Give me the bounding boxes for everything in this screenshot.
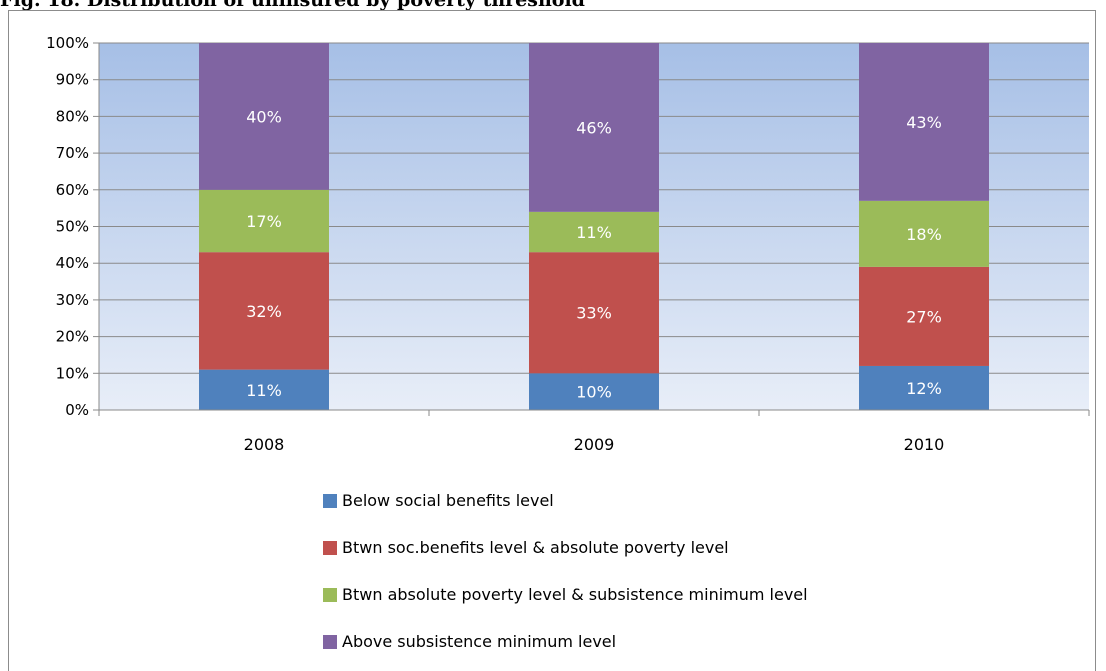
x-tick-label: 2008 bbox=[244, 435, 285, 454]
legend-item-absolute-poverty-to-subsistence-minimum: Btwn absolute poverty level & subsistenc… bbox=[323, 585, 808, 604]
chart-svg: 0% 10% 20% 30% 40% 50% 60% 70% 80% 90% 100% 2008 200… bbox=[46, 34, 1090, 454]
legend-item-soc-benefits-to-absolute-poverty: Btwn soc.benefits level & absolute pover… bbox=[323, 538, 729, 557]
y-tick-label: 70% bbox=[56, 144, 89, 162]
y-tick-label: 30% bbox=[56, 291, 89, 309]
figure-title: Fig. 18. Distribution of uninsured by po… bbox=[0, 0, 585, 11]
y-tick-label: 80% bbox=[56, 107, 89, 125]
data-label: 43% bbox=[906, 113, 942, 132]
bar-segment bbox=[859, 43, 989, 201]
bar-segment bbox=[529, 373, 659, 410]
data-label: 27% bbox=[906, 307, 942, 326]
legend-item-above-subsistence-minimum: Above subsistence minimum level bbox=[323, 632, 616, 651]
bar-segment bbox=[859, 365, 989, 410]
data-label: 40% bbox=[246, 107, 282, 126]
data-label: 18% bbox=[906, 225, 942, 244]
y-tick-label: 60% bbox=[56, 181, 89, 199]
data-label: 10% bbox=[576, 383, 612, 402]
bar-segment bbox=[859, 266, 989, 366]
legend-item-below-social-benefits: Below social benefits level bbox=[323, 491, 554, 510]
bar-segment bbox=[199, 369, 329, 410]
bar-segment bbox=[199, 189, 329, 253]
bar-segment bbox=[199, 43, 329, 190]
bar-segment bbox=[859, 200, 989, 267]
y-tick-label: 20% bbox=[56, 328, 89, 346]
data-label: 11% bbox=[246, 381, 282, 400]
data-label: 32% bbox=[246, 302, 282, 321]
bar-segment bbox=[529, 252, 659, 374]
bar-segment bbox=[199, 252, 329, 370]
legend-swatch bbox=[323, 540, 337, 555]
legend-label: Below social benefits level bbox=[342, 491, 554, 510]
legend-label: Btwn absolute poverty level & subsistenc… bbox=[342, 585, 808, 604]
data-label: 11% bbox=[576, 223, 612, 242]
x-tick-label: 2010 bbox=[904, 435, 945, 454]
bar-segment bbox=[529, 211, 659, 253]
data-labels: 11% 32% 17% 40% 10% 33% 11% 46% 12% 27% 18% 43% bbox=[246, 107, 942, 401]
legend-swatch bbox=[323, 587, 337, 602]
y-tick-label: 0% bbox=[65, 401, 89, 419]
data-label: 33% bbox=[576, 304, 612, 323]
legend-label: Above subsistence minimum level bbox=[342, 632, 617, 651]
y-tick-label: 50% bbox=[56, 218, 89, 236]
data-label: 12% bbox=[906, 379, 942, 398]
bars bbox=[199, 43, 989, 410]
axes: 0% 10% 20% 30% 40% 50% 60% 70% 80% 90% 100% 2008 200… bbox=[46, 34, 1090, 454]
y-tick-label: 10% bbox=[56, 364, 89, 382]
data-label: 46% bbox=[576, 118, 612, 137]
chart-frame: 0% 10% 20% 30% 40% 50% 60% 70% 80% 90% 100% 2008 200… bbox=[8, 10, 1096, 671]
legend-label: Btwn soc.benefits level & absolute pover… bbox=[342, 538, 729, 557]
x-tick-label: 2009 bbox=[574, 435, 615, 454]
data-label: 17% bbox=[246, 212, 282, 231]
y-tick-label: 100% bbox=[46, 34, 89, 52]
y-tick-label: 90% bbox=[56, 71, 89, 89]
legend-swatch bbox=[323, 634, 337, 649]
bar-segment bbox=[529, 43, 659, 212]
legend-swatch bbox=[323, 493, 337, 508]
y-tick-label: 40% bbox=[56, 254, 89, 272]
